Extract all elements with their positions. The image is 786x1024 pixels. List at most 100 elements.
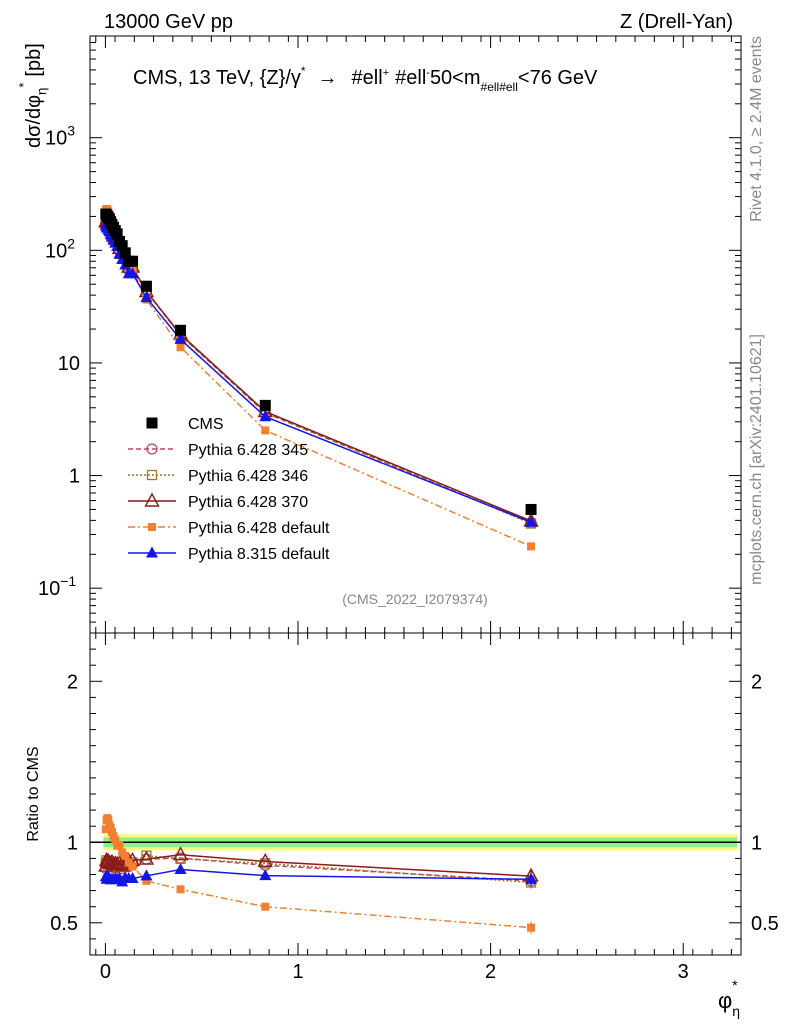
ratio-tick-label-right: 1 [751, 832, 762, 854]
title-cut-sub: #ell#ell [481, 80, 518, 94]
energy-label: 13000 GeV pp [104, 11, 233, 33]
ratio-line [105, 853, 532, 877]
x-axis-label: φη * [718, 977, 740, 1019]
legend: CMS Pythia 6.428 345 Pythia 6.428 346 Pythi… [128, 416, 330, 563]
y-tick-label: 102 [45, 235, 75, 262]
data-point-marker [176, 343, 185, 352]
title-lepton-b: #ell [395, 67, 426, 89]
data-point-marker [140, 291, 153, 303]
data-point-marker [146, 469, 158, 481]
data-point-marker [111, 228, 123, 240]
ratio-pythia-8-315-default [99, 863, 538, 887]
data-point-marker [144, 492, 160, 507]
y-tick-label: 10 [58, 353, 80, 375]
series-line [105, 219, 532, 522]
series-line [105, 220, 532, 524]
y-tick-label: 10−1 [38, 573, 76, 600]
data-point-marker [119, 247, 131, 259]
data-point-marker [259, 410, 272, 422]
legend-label: CMS [188, 416, 224, 433]
title-prefix: CMS, 13 TeV, {Z}/γ [133, 67, 301, 89]
legend-entry: CMS [146, 416, 224, 433]
legend-label: Pythia 6.428 345 [188, 442, 308, 459]
data-point-marker [126, 267, 139, 279]
mcplots-label: mcplots.cern.ch [arXiv:2401.10621] [748, 334, 765, 585]
data-point-marker [259, 869, 272, 881]
rivet-label: Rivet 4.1.0, ≥ 2.4M events [748, 36, 765, 222]
data-point-marker [148, 523, 156, 531]
data-point-marker [116, 240, 128, 252]
x-label-sup: * [732, 977, 738, 993]
series [98, 204, 539, 551]
data-point-marker [127, 255, 139, 267]
data-point-marker [525, 515, 538, 527]
data-point-marker [111, 836, 120, 845]
ratio-series [98, 814, 539, 934]
title-lepton-a: #ell [352, 67, 383, 89]
ratio-tick-label: 2 [67, 671, 78, 693]
data-point-marker [107, 827, 116, 836]
series-pythia-6-428-346 [100, 215, 537, 529]
ratio-tick-label: 0.5 [50, 913, 78, 935]
legend-label: Pythia 6.428 346 [188, 468, 308, 485]
y-label-unit: [pb] [23, 43, 45, 76]
series-line [105, 220, 532, 525]
legend-label: Pythia 8.315 default [188, 546, 330, 563]
data-point-marker [121, 851, 130, 860]
data-point-marker [140, 869, 153, 881]
legend-entry: Pythia 6.428 370 [128, 492, 308, 511]
ratio-tick-label-right: 2 [751, 671, 762, 693]
data-point-marker [175, 324, 187, 336]
x-tick-label: 2 [485, 961, 496, 983]
data-point-marker [257, 852, 273, 868]
process-label: Z (Drell-Yan) [620, 11, 733, 33]
ratio-pythia-6-428-345 [100, 852, 537, 887]
chart-title: CMS, 13 TeV, {Z}/γ* → #ell+ #ell-50<m#ell#e… [133, 64, 598, 94]
x-label-main: φ [718, 988, 732, 1013]
y-label-sub: η [34, 88, 49, 95]
data-point-marker [138, 850, 155, 865]
data-point-marker [174, 863, 187, 875]
legend-entry: Pythia 6.428 346 [128, 468, 308, 485]
axes: 0 1 2 3 10−1 1 10 102 103 0.5 0.5 1 1 2 2 [38, 35, 779, 983]
series-pythia-6-428-370 [98, 212, 539, 527]
data-point-marker [146, 443, 158, 455]
data-point-marker [146, 417, 158, 429]
series-pythia-6-428-345 [100, 215, 537, 529]
data-point-marker [111, 855, 128, 870]
x-tick-label: 1 [292, 961, 303, 983]
y-tick-label: 103 [45, 123, 75, 150]
legend-entry: Pythia 8.315 default [128, 546, 330, 563]
ratio-line [105, 868, 532, 884]
title-star: * [301, 64, 306, 78]
y-axis-label: dσ/dφη* [pb] [16, 43, 49, 148]
data-point-marker [176, 885, 185, 894]
data-point-marker [172, 846, 189, 861]
data-point-marker [104, 816, 113, 825]
title-cut-hi: <76 GeV [518, 67, 598, 89]
title-arrow: → [318, 67, 338, 89]
data-point-marker [146, 546, 158, 558]
ratio-y-label: Ratio to CMS [25, 746, 42, 841]
y-label-sup: * [16, 83, 31, 88]
title-cut-lo: 50<m [430, 67, 481, 89]
legend-entry: Pythia 6.428 default [128, 520, 330, 537]
y-tick-label: 1 [69, 466, 80, 488]
data-point-marker [124, 858, 133, 867]
ratio-tick-label-right: 0.5 [751, 913, 779, 935]
data-point-marker [261, 902, 270, 911]
svg-text:dσ/dφη*[pb]: dσ/dφη* [pb] [16, 43, 49, 148]
legend-label: Pythia 6.428 default [188, 520, 330, 537]
data-point-marker [525, 503, 537, 515]
ratio-pythia-6-428-370 [98, 846, 539, 883]
data-point-marker [142, 876, 151, 885]
data-point-marker [259, 399, 271, 411]
data-point-marker [527, 542, 536, 551]
ratio-frame [89, 632, 742, 956]
series-pythia-8-315-default [99, 219, 538, 527]
title-minus: - [426, 67, 430, 79]
ratio-tick-label: 1 [67, 832, 78, 854]
data-point-marker [140, 280, 152, 292]
data-point-marker [128, 862, 137, 871]
data-point-marker [174, 332, 187, 344]
